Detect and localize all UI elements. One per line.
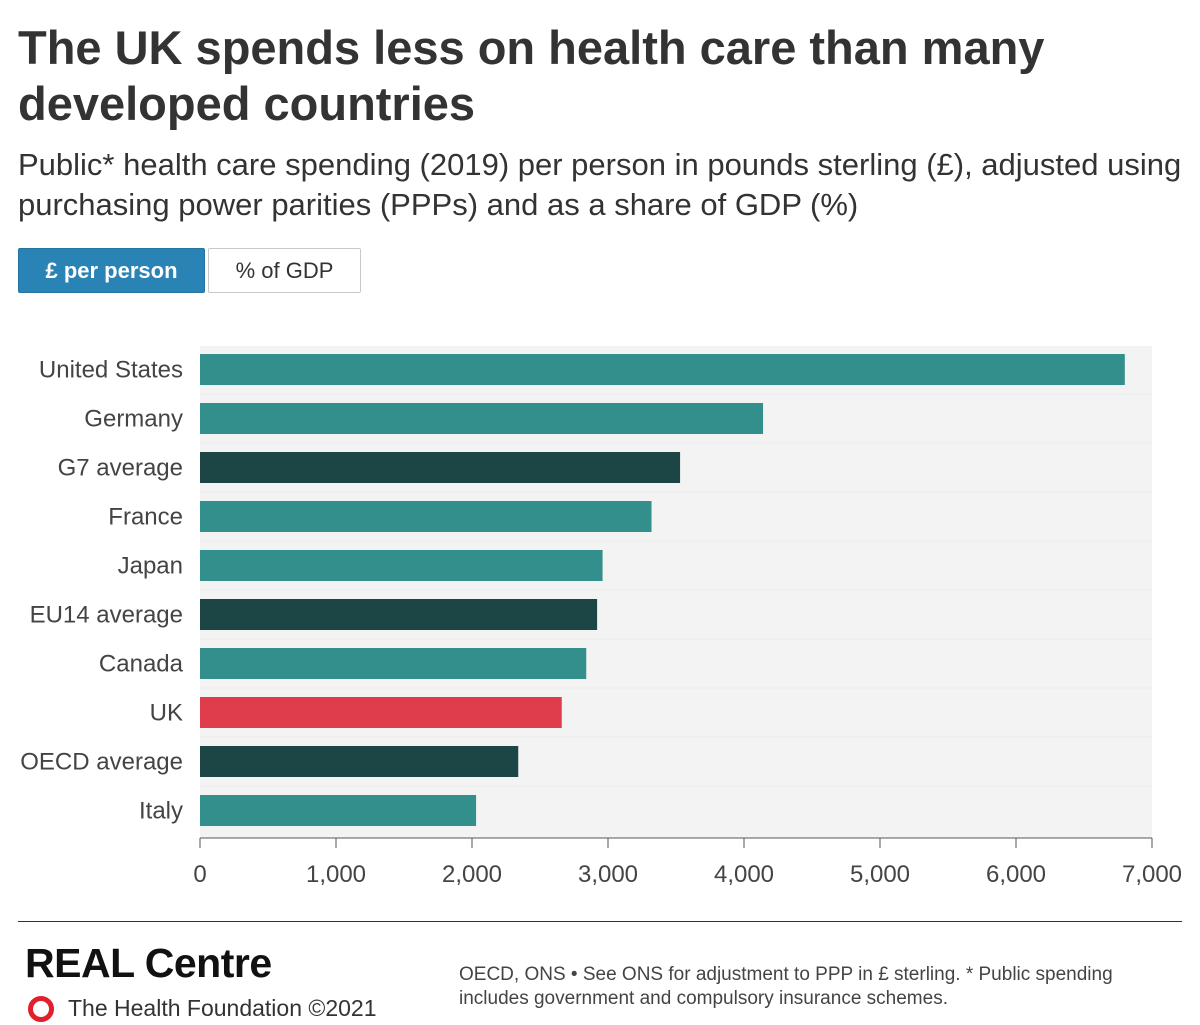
category-label: France (108, 504, 183, 531)
category-label: Italy (139, 798, 183, 825)
bar-uk (200, 697, 562, 728)
category-label: Japan (118, 553, 183, 580)
source-note: OECD, ONS • See ONS for adjustment to PP… (459, 964, 1113, 1009)
bar-japan (200, 550, 603, 581)
bar-germany (200, 403, 764, 434)
footer-divider (18, 921, 1182, 922)
bar-g7-average (200, 452, 681, 483)
percent-gdp-button[interactable]: % of GDP (208, 248, 361, 293)
x-tick-label: 1,000 (306, 861, 366, 888)
chart-title: The UK spends less on health care than m… (18, 21, 1045, 130)
bar-eu14-average (200, 599, 598, 630)
x-tick-label: 6,000 (986, 861, 1046, 888)
x-tick-label: 3,000 (578, 861, 638, 888)
bar-italy (200, 795, 477, 826)
bar-oecd-average (200, 746, 519, 777)
bar-canada (200, 648, 587, 679)
per-person-button[interactable]: £ per person (18, 248, 205, 293)
x-tick-label: 2,000 (442, 861, 502, 888)
category-label: Canada (99, 651, 184, 678)
x-tick-label: 7,000 (1122, 861, 1182, 888)
org-name: The Health Foundation ©2021 (68, 995, 377, 1021)
x-tick-label: 0 (193, 861, 206, 888)
bar-france (200, 501, 652, 532)
category-label: Germany (84, 406, 183, 433)
category-label: EU14 average (30, 602, 183, 629)
category-label: OECD average (20, 749, 183, 776)
metric-toggle: £ per person % of GDP (18, 248, 361, 293)
health-foundation-logo-icon (28, 995, 54, 1022)
bar-chart: United States Germany G7 average France Japa… (20, 346, 1182, 888)
category-label: G7 average (58, 455, 183, 482)
brand-logo-text: REAL Centre (25, 940, 272, 986)
category-label: United States (39, 357, 183, 384)
bar-united-states (200, 354, 1125, 385)
x-tick-label: 4,000 (714, 861, 774, 888)
x-tick-label: 5,000 (850, 861, 910, 888)
org-credit: The Health Foundation ©2021 (28, 995, 377, 1022)
category-label: UK (150, 700, 183, 727)
chart-subtitle: Public* health care spending (2019) per … (18, 147, 1182, 222)
